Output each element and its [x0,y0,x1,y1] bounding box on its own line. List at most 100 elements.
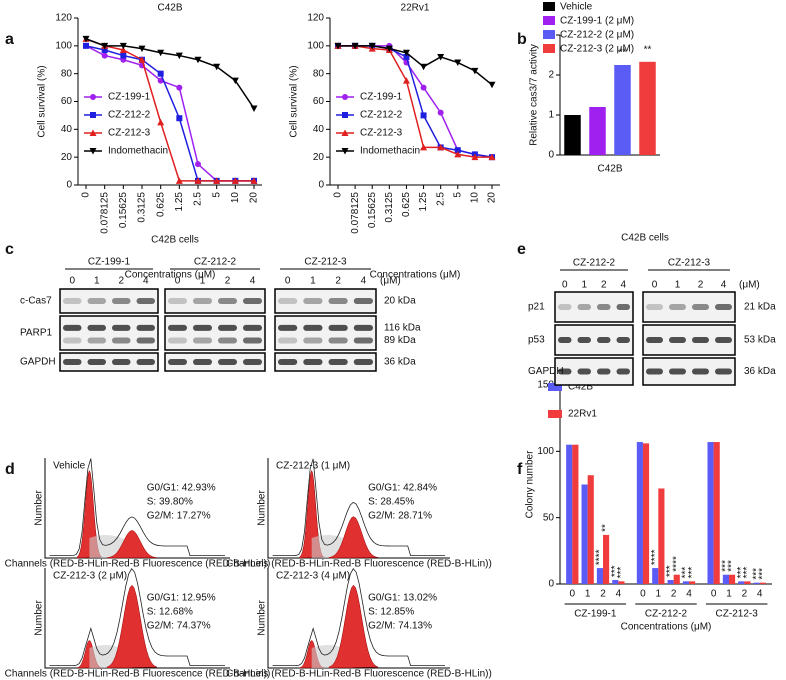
marker [231,77,239,85]
group-label: CZ-212-3 [304,257,347,268]
x-tick-label: 0 [570,589,576,600]
y-tick-label: 0 [548,150,554,161]
band [669,337,686,343]
legend-label: Indomethacin [108,146,168,157]
marker [420,63,428,71]
marker [403,53,410,60]
x-tick-label: 10 [230,192,241,204]
bar [652,568,659,584]
bar [713,442,720,584]
unit-label: (μM) [380,276,401,287]
lane-label: 4 [721,280,727,291]
marker [90,94,96,100]
marker [488,81,496,89]
x-tick-label: 0 [81,192,92,198]
y-tick-label: 80 [61,68,73,79]
significance: *** [610,565,621,577]
band [353,324,373,331]
stat-line: S: 28.45% [368,497,414,508]
histogram-outline [49,458,225,556]
lane-label: 0 [652,280,658,291]
x-tick-label: 0.078125 [350,192,361,234]
band [646,337,663,343]
bar [572,444,579,584]
band [63,337,82,344]
marker [175,177,183,184]
size-label: 53 kDa [744,335,776,346]
marker [250,105,258,112]
band [87,298,106,304]
lane-label: 4 [143,276,149,287]
x-tick-label: 1 [656,589,662,600]
y-tick-label: 40 [313,124,325,135]
x-tick-label: 5 [211,192,222,198]
marker [195,161,201,168]
stat-line: S: 12.68% [147,607,193,618]
marker [341,148,349,155]
axes [44,568,230,669]
series-line [338,45,492,158]
marker [157,70,164,77]
band [218,298,237,304]
y-tick-label: 100 [55,40,72,51]
band [193,324,212,331]
group-label: CZ-199-1 [88,257,131,268]
marker [420,112,427,119]
marker [175,52,183,60]
lane-label: 2 [335,276,341,287]
bar [753,582,760,584]
band [669,304,686,310]
band [715,304,732,310]
row-label: GAPDH [20,357,56,368]
band [278,324,298,331]
band [136,324,155,331]
g2-peak [328,516,379,559]
legend-label: CZ-199-1 [108,92,151,103]
bar [587,475,594,584]
y-tick-label: 2 [548,70,554,81]
band [136,337,155,344]
legend-label: CZ-212-2 [360,110,403,121]
group-label: CZ-212-3 [716,609,759,620]
y-tick-label: 60 [61,96,73,107]
bar [564,115,581,155]
marker [176,84,183,91]
band [616,304,630,310]
marker [157,49,165,57]
band [597,368,611,375]
stat-line: G0/G1: 12.95% [147,593,216,604]
marker [176,115,183,122]
x-tick-label: 20 [487,192,498,204]
legend-label: CZ-212-2 [108,110,151,121]
band [328,324,348,331]
blot-title: C42B cells [621,233,669,244]
x-tick-label: 2.5 [435,192,446,206]
plot-title: CZ-212-3 (4 μM) [276,571,350,582]
bar [667,580,674,584]
band [243,337,262,344]
marker [83,42,89,49]
band [168,359,187,365]
axis-label: Number [34,490,45,526]
panel-label: f [517,461,523,478]
marker [89,129,97,136]
axis-label: Number [257,490,268,526]
marker [488,153,496,161]
blot-box [164,315,266,351]
g2-peak [328,584,379,669]
band [715,337,732,343]
band [328,359,348,365]
bar [689,581,696,584]
x-tick-label: 2.5 [193,192,204,206]
y-axis-label: Cell survival (%) [37,65,48,137]
axes [267,458,450,559]
stat-line: G0/G1: 42.84% [368,483,437,494]
x-axis-label: Concentrations (μM) [370,270,461,281]
band [136,298,155,304]
band [558,368,572,375]
band [278,359,298,365]
marker [402,77,410,84]
chart-title: 22Rv1 [401,3,430,14]
bar [596,568,604,584]
series-line [85,38,255,109]
